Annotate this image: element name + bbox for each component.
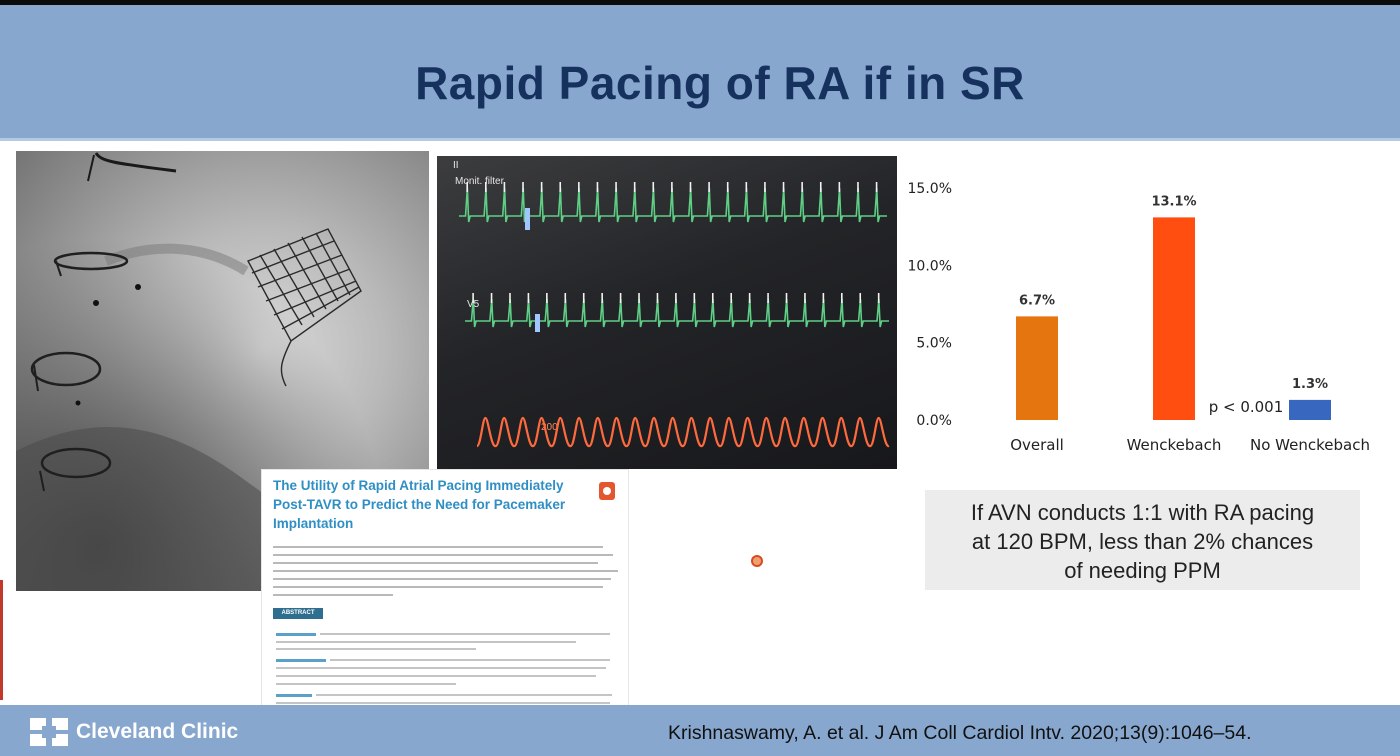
monitor-filter-label: Monit. filter (455, 176, 504, 187)
arterial-pressure-trace (475, 416, 891, 448)
footer-brand: Cleveland Clinic (76, 720, 239, 743)
ecg-trace-ii (459, 182, 887, 223)
conclusion-line-1: If AVN conducts 1:1 with RA pacing (970, 500, 1315, 525)
y-tick-label: 0.0% (916, 413, 952, 429)
data-label: 6.7% (1019, 293, 1055, 308)
data-label: 1.3% (1292, 377, 1328, 392)
bar-no-wenckebach (1289, 399, 1331, 420)
p-value-annotation: p < 0.001 (1209, 398, 1284, 416)
paper-title: The Utility of Rapid Atrial Pacing Immed… (273, 478, 566, 531)
y-tick-label: 5.0% (916, 336, 952, 352)
ecg-monitor-photo: II Monit. filter V5 200 (437, 156, 897, 469)
title-band (0, 5, 1400, 141)
pacing-marker (535, 314, 540, 332)
pointer-dot (751, 555, 763, 567)
top-bar (0, 0, 1400, 5)
abstract-label: ABSTRACT (273, 608, 323, 619)
fluoroscopy-image (16, 151, 429, 591)
bar-wenckebach (1153, 217, 1195, 420)
y-tick-label: 10.0% (908, 258, 952, 274)
conclusion-line-3: of needing PPM (1064, 558, 1221, 583)
pressure-scale-label: 200 (541, 422, 558, 433)
citation: Krishnaswamy, A. et al. J Am Coll Cardio… (668, 722, 1252, 744)
conclusion-text: If AVN conducts 1:1 with RA pacing at 12… (925, 498, 1360, 585)
y-tick-label: 15.0% (908, 181, 952, 197)
slide-title: Rapid Pacing of RA if in SR (415, 57, 1025, 109)
x-tick-label: Wenckebach (1127, 436, 1222, 454)
pacing-marker (525, 208, 530, 230)
conclusion-box: If AVN conducts 1:1 with RA pacing at 12… (925, 490, 1360, 590)
cleveland-clinic-logo-icon (30, 718, 68, 746)
conclusion-line-2: at 120 BPM, less than 2% chances (971, 529, 1314, 554)
x-tick-label: Overall (1010, 436, 1064, 454)
footer-band: Cleveland Clinic Krishnaswamy, A. et al.… (0, 705, 1400, 756)
ecg-trace-v5 (465, 293, 889, 328)
x-tick-label: No Wenckebach (1250, 436, 1370, 454)
crossmark-icon (599, 482, 615, 500)
data-label: 13.1% (1151, 194, 1196, 209)
bar-overall (1016, 316, 1058, 420)
left-edge-bar (0, 580, 3, 700)
paper-authors (273, 546, 618, 602)
lead-ii-label: II (453, 160, 459, 171)
ppm-rate-bar-chart: 0.0% 5.0% 10.0% 15.0% 6.7% Overall 13.1% Wencke… (908, 181, 1370, 454)
